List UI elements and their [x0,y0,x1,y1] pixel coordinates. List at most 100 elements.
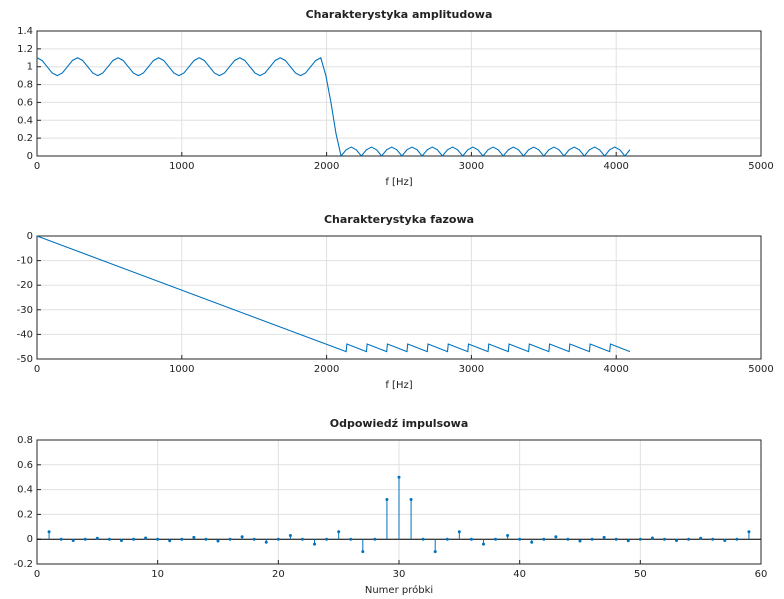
x-axis-label: f [Hz] [385,380,412,391]
stem-marker [240,535,244,539]
stem-marker [687,537,691,541]
y-tick-label: -30 [17,305,33,316]
x-tick-label: 0 [34,364,40,375]
stem-marker [481,542,485,546]
stem-marker [144,536,148,540]
stem-marker [421,537,425,541]
axes-frame [36,30,762,157]
x-tick-label: 10 [151,569,164,580]
stem-marker [204,537,208,541]
stem-marker [699,536,703,540]
stem-marker [168,539,172,543]
axes-frame [36,235,762,360]
stem-marker [650,536,654,540]
y-tick-label: 0.6 [17,97,33,108]
stem-marker [264,540,268,544]
x-tick-label: 3000 [459,161,484,172]
stem-marker [192,535,196,539]
stem-marker [494,537,498,541]
stem-marker [590,537,594,541]
x-tick-label: 0 [34,569,40,580]
y-tick-label: 0.4 [17,115,33,126]
plot-area [37,31,761,156]
stem-marker [349,537,353,541]
y-tick-label: 0.2 [17,133,33,144]
x-axis-label: f [Hz] [385,177,412,188]
stem-marker [313,542,317,546]
x-tick-label: 50 [634,569,647,580]
stem-marker [675,538,679,542]
stem-marker [626,539,630,543]
stem-marker [445,537,449,541]
x-tick-label: 5000 [748,364,773,375]
data-line [36,56,631,158]
x-tick-label: 2000 [314,161,339,172]
y-tick-label: 0 [27,151,33,162]
stem-marker [735,537,739,541]
stem-marker [216,539,220,543]
axes-frame [36,439,762,565]
stem-marker [180,537,184,541]
stem-marker [602,535,606,539]
y-tick-label: -10 [17,256,33,267]
stem-marker [518,537,522,541]
stem-marker [300,537,304,541]
stem-marker [325,537,329,541]
stem-marker [578,539,582,543]
stem-marker [95,536,99,540]
chart-title: Charakterystyka amplitudowa [306,8,493,21]
stem-marker [71,538,75,542]
stem-marker [638,537,642,541]
stem-marker [409,498,413,502]
stem-marker [457,530,461,534]
stem-marker [361,550,365,554]
stem-marker [469,537,473,541]
stem-marker [59,537,63,541]
stem-marker [337,530,341,534]
y-tick-label: 1 [27,62,33,73]
y-tick-label: 0.8 [17,80,33,91]
y-tick-label: -0.2 [13,559,33,570]
stem-marker [119,538,123,542]
y-tick-label: 0 [27,231,33,242]
stem-marker [397,475,401,479]
chart-title: Charakterystyka fazowa [324,213,474,226]
stem-marker [530,540,534,544]
stem-marker [47,530,51,534]
stem-marker [228,537,232,541]
stem-marker [506,533,510,537]
x-tick-label: 1000 [169,364,194,375]
x-tick-label: 0 [34,161,40,172]
x-tick-label: 60 [755,569,768,580]
y-tick-label: 0.8 [17,435,33,446]
x-tick-label: 1000 [169,161,194,172]
stem-marker [566,537,570,541]
subplot: 0 1000 2000 3000 4000 5000 0 0.2 0.4 0.6 0.8 1 1.2 1.… [17,8,774,188]
stem-marker [614,537,618,541]
x-tick-label: 40 [513,569,526,580]
stem-marker [83,537,87,541]
y-tick-label: -40 [17,329,33,340]
y-tick-label: -50 [17,354,33,365]
x-tick-label: 20 [272,569,285,580]
y-tick-label: -20 [17,280,33,291]
stem-marker [747,530,751,534]
x-tick-label: 30 [393,569,406,580]
stem-marker [542,537,546,541]
x-tick-label: 2000 [314,364,339,375]
stem-marker [276,537,280,541]
x-tick-label: 4000 [603,161,628,172]
x-tick-label: 5000 [748,161,773,172]
stem-marker [252,537,256,541]
data-line [36,235,631,353]
stem-marker [107,537,111,541]
y-tick-label: 0 [27,534,33,545]
stem-marker [723,538,727,542]
y-tick-label: 1.4 [17,26,33,37]
stem-marker [711,537,715,541]
stem-marker [288,533,292,537]
y-tick-label: 0.4 [17,485,33,496]
stem-marker [156,537,160,541]
x-axis-label: Numer próbki [365,584,433,596]
